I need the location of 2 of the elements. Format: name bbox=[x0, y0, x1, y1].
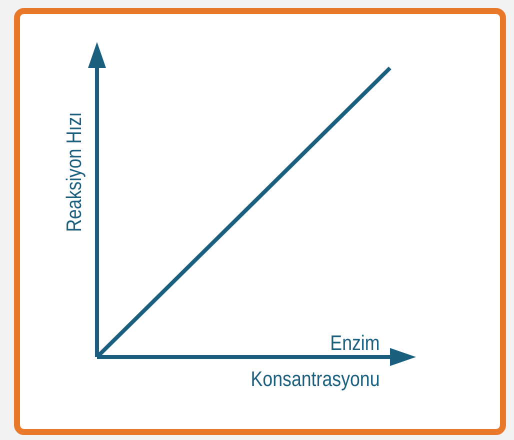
x-axis-title: Enzim Konsantrasyonu bbox=[250, 331, 380, 393]
y-axis-title: Reaksiyon Hızı bbox=[63, 112, 87, 232]
